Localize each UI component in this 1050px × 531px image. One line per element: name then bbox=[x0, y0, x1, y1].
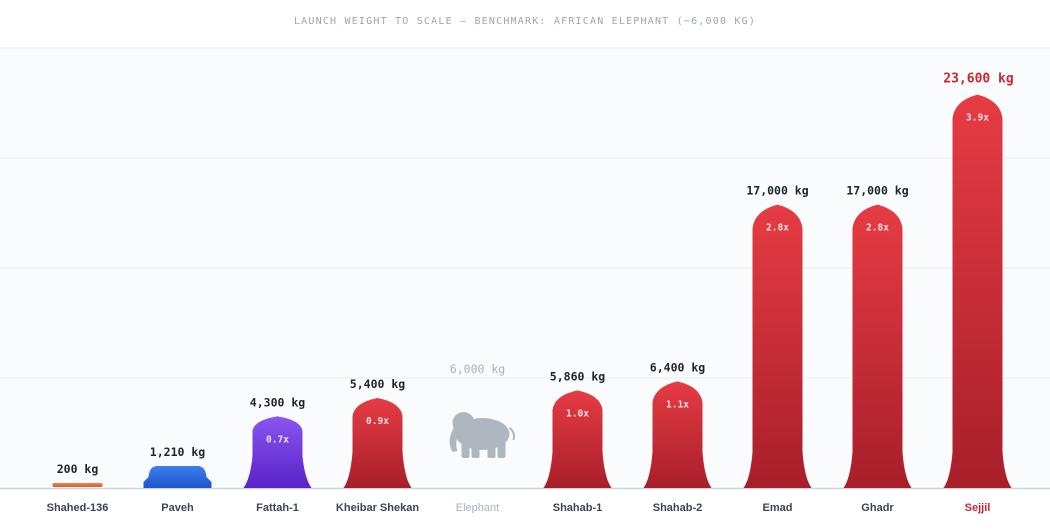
ratio-label: 1.1x bbox=[666, 399, 689, 410]
bar-mark bbox=[243, 416, 312, 488]
chart-title: LAUNCH WEIGHT TO SCALE — BENCHMARK: AFRI… bbox=[293, 16, 757, 27]
bar-shahab-1 bbox=[543, 390, 612, 488]
bar-paveh bbox=[143, 466, 212, 488]
value-label: 17,000 kg bbox=[746, 184, 808, 198]
bar-elephant bbox=[449, 412, 515, 458]
ratio-label: 2.8x bbox=[866, 223, 889, 234]
category-label: Sejjil bbox=[965, 502, 991, 514]
ratio-label: 0.7x bbox=[266, 434, 289, 445]
elephant-trunk bbox=[449, 425, 462, 452]
elephant-tail bbox=[508, 427, 515, 441]
value-label: 17,000 kg bbox=[846, 184, 908, 198]
category-label: Elephant bbox=[456, 502, 499, 514]
value-label: 5,400 kg bbox=[350, 377, 405, 391]
bar-shahab-2 bbox=[643, 381, 712, 488]
category-label: Kheibar Shekan bbox=[336, 502, 419, 514]
bar-shahed-136 bbox=[52, 483, 103, 487]
category-label: Shahab-2 bbox=[653, 502, 703, 514]
value-label: 5,860 kg bbox=[550, 369, 605, 383]
category-label: Ghadr bbox=[861, 502, 894, 514]
ratio-label: 3.9x bbox=[966, 113, 989, 124]
bar-mark bbox=[143, 466, 212, 488]
category-label: Shahab-1 bbox=[553, 502, 603, 514]
bar-mark bbox=[643, 381, 712, 488]
value-label: 200 kg bbox=[57, 462, 99, 476]
bar-mark bbox=[343, 398, 412, 488]
bar-mark bbox=[843, 204, 912, 488]
value-label: 1,210 kg bbox=[150, 445, 205, 459]
bar-mark bbox=[943, 94, 1012, 489]
value-label: 23,600 kg bbox=[943, 72, 1013, 87]
bar-sejjil bbox=[943, 94, 1012, 489]
ratio-label: 1.0x bbox=[566, 408, 589, 419]
category-label: Fattah-1 bbox=[256, 502, 299, 514]
elephant-leg bbox=[487, 440, 496, 458]
category-label: Shahed-136 bbox=[47, 502, 109, 514]
value-label: 6,000 kg bbox=[450, 362, 505, 376]
bar-mark bbox=[52, 483, 103, 487]
bar-kheibar-shekan bbox=[343, 398, 412, 488]
value-label: 4,300 kg bbox=[250, 395, 305, 409]
elephant-leg bbox=[461, 440, 470, 458]
category-label: Emad bbox=[763, 502, 793, 514]
value-label: 6,400 kg bbox=[650, 360, 705, 374]
ratio-label: 0.9x bbox=[366, 416, 389, 427]
bar-ghadr bbox=[843, 204, 912, 488]
bar-mark bbox=[543, 390, 612, 488]
elephant-leg bbox=[471, 440, 480, 458]
bar-emad bbox=[743, 204, 812, 488]
elephant-leg bbox=[497, 440, 506, 458]
bar-mark bbox=[743, 204, 812, 488]
bar-fattah-1 bbox=[243, 416, 312, 488]
ratio-label: 2.8x bbox=[766, 223, 789, 234]
category-label: Paveh bbox=[161, 502, 194, 514]
